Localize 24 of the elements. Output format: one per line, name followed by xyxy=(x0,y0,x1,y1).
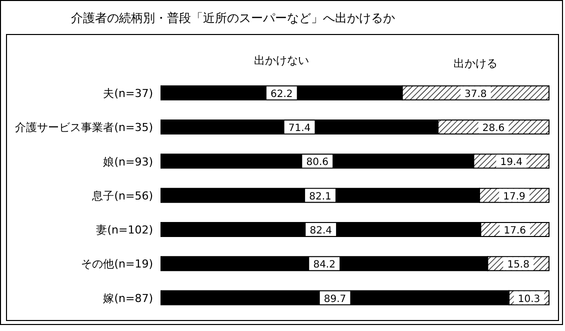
data-label: 62.2 xyxy=(270,88,293,100)
data-label: 15.8 xyxy=(507,260,530,271)
data-label: 80.6 xyxy=(306,157,328,168)
data-label: 82.1 xyxy=(309,191,332,202)
data-label: 19.4 xyxy=(500,157,522,168)
data-label: 37.8 xyxy=(464,88,487,100)
y-tick-label: 妻(n=102) xyxy=(96,224,153,237)
series-label: 出かけない xyxy=(254,54,310,67)
y-tick-label: 娘(n=93) xyxy=(103,155,153,168)
data-label: 84.2 xyxy=(313,260,336,271)
y-tick-label: 介護サービス事業者(n=35) xyxy=(15,121,153,134)
y-tick-label: 夫(n=37) xyxy=(103,86,153,100)
y-tick-label: 嫁(n=87) xyxy=(103,292,153,305)
chart-title: 介護者の続柄別・普段「近所のスーパーなど」へ出かけるか xyxy=(71,10,395,27)
data-label: 17.6 xyxy=(504,225,526,236)
data-label: 89.7 xyxy=(324,294,346,305)
y-tick-label: その他(n=19) xyxy=(81,258,153,271)
data-label: 10.3 xyxy=(518,294,540,305)
series-label: 出かける xyxy=(454,57,498,70)
data-label: 17.9 xyxy=(503,191,526,202)
data-label: 71.4 xyxy=(288,123,311,134)
data-label: 28.6 xyxy=(482,123,505,134)
data-label: 82.4 xyxy=(310,225,332,236)
y-tick-label: 息子(n=56) xyxy=(91,189,153,202)
